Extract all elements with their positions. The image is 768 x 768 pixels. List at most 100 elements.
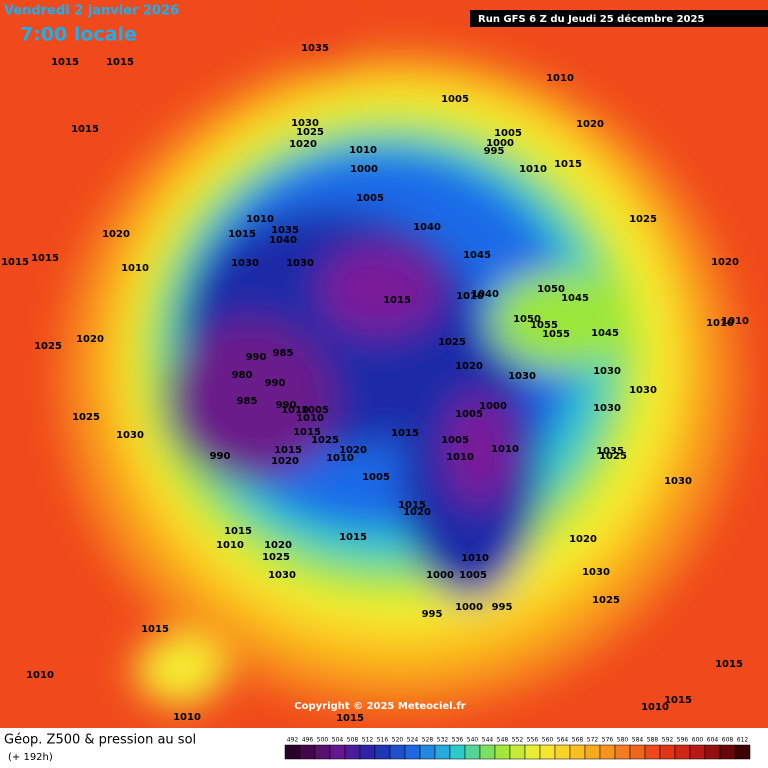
pressure-label: 1045: [561, 293, 589, 304]
legend-swatch: [479, 744, 496, 760]
legend-tick-label: 560: [542, 737, 554, 744]
pressure-label: 1010: [216, 540, 244, 551]
pressure-label: 1015: [224, 526, 252, 537]
pressure-label: 1010: [721, 316, 749, 327]
pressure-label: 1010: [461, 553, 489, 564]
legend-tick-label: 580: [617, 737, 629, 744]
legend-swatch: [419, 744, 436, 760]
pressure-label: 1015: [339, 532, 367, 543]
pressure-label: 1005: [356, 193, 384, 204]
legend-swatch: [464, 744, 481, 760]
legend-tick-label: 528: [422, 737, 434, 744]
time: 7:00 locale: [20, 24, 137, 46]
legend-swatch: [704, 744, 721, 760]
pressure-label: 1010: [326, 453, 354, 464]
legend-tick-label: 548: [497, 737, 509, 744]
legend-swatch: [434, 744, 451, 760]
pressure-label: 980: [232, 370, 253, 381]
pressure-label: 1015: [715, 659, 743, 670]
pressure-label: 1020: [403, 507, 431, 518]
pressure-label: 1035: [271, 225, 299, 236]
legend-swatch: [614, 744, 631, 760]
pressure-label: 1045: [463, 250, 491, 261]
pressure-label: 1025: [629, 214, 657, 225]
pressure-label: 1015: [141, 624, 169, 635]
lead-time: (+ 192h): [8, 752, 53, 763]
pressure-label: 985: [237, 396, 258, 407]
pressure-label: 1025: [438, 337, 466, 348]
pressure-label: 995: [484, 146, 505, 157]
pressure-label: 1020: [339, 445, 367, 456]
pressure-label: 1010: [173, 712, 201, 723]
pressure-label: 1030: [593, 403, 621, 414]
legend-swatch: [494, 744, 511, 760]
pressure-label: 1025: [262, 552, 290, 563]
legend-tick-label: 592: [662, 737, 674, 744]
pressure-label: 1015: [71, 124, 99, 135]
pressure-label: 1010: [519, 164, 547, 175]
pressure-label: 1010: [706, 318, 734, 329]
footer-title: Géop. Z500 & pression au sol: [4, 733, 196, 748]
pressure-label: 1040: [269, 235, 297, 246]
map-background: [0, 0, 768, 728]
pressure-label: 995: [422, 609, 443, 620]
legend-tick-label: 496: [302, 737, 314, 744]
pressure-label: 1010: [456, 291, 484, 302]
pressure-label: 1005: [459, 570, 487, 581]
pressure-label: 1050: [513, 314, 541, 325]
legend-swatch: [449, 744, 466, 760]
legend-tick-label: 532: [437, 737, 449, 744]
pressure-label: 1025: [599, 451, 627, 462]
pressure-label: 1025: [34, 341, 62, 352]
legend-tick-label: 596: [677, 737, 689, 744]
pressure-label: 1045: [591, 328, 619, 339]
copyright: Copyright © 2025 Meteociel.fr: [294, 701, 465, 712]
pressure-label: 1030: [664, 476, 692, 487]
pressure-label: 1030: [268, 570, 296, 581]
pressure-label: 1035: [301, 43, 329, 54]
legend-tick-label: 524: [407, 737, 419, 744]
pressure-label: 1025: [311, 435, 339, 446]
legend-tick-label: 588: [647, 737, 659, 744]
pressure-label: 1015: [51, 57, 79, 68]
pressure-label: 990: [210, 451, 231, 462]
legend-swatch: [344, 744, 361, 760]
pressure-label: 1015: [106, 57, 134, 68]
pressure-label: 1005: [362, 472, 390, 483]
pressure-label: 1030: [291, 118, 319, 129]
legend-swatch: [314, 744, 331, 760]
pressure-label: 1025: [592, 595, 620, 606]
pressure-label: 1005: [441, 94, 469, 105]
pressure-label: 990: [246, 352, 267, 363]
pressure-label: 1020: [76, 334, 104, 345]
legend-tick-label: 584: [632, 737, 644, 744]
legend-tick-label: 512: [362, 737, 374, 744]
legend-tick-label: 568: [572, 737, 584, 744]
legend-tick-label: 600: [692, 737, 704, 744]
pressure-label: 1015: [554, 159, 582, 170]
pressure-label: 1015: [664, 695, 692, 706]
pressure-label: 1000: [486, 138, 514, 149]
pressure-label: 1015: [228, 229, 256, 240]
legend-swatch: [539, 744, 556, 760]
pressure-label: 1030: [231, 258, 259, 269]
pressure-label: 1030: [116, 430, 144, 441]
pressure-label: 1025: [72, 412, 100, 423]
pressure-label: 1055: [542, 329, 570, 340]
legend-swatch: [644, 744, 661, 760]
legend-tick-label: 500: [317, 737, 329, 744]
legend-tick-label: 504: [332, 737, 344, 744]
color-legend: 492 496 500 504 508 512 516 520 524 528 532 536 540 5…: [284, 737, 751, 760]
legend-swatch: [359, 744, 376, 760]
legend-swatch: [689, 744, 706, 760]
legend-tick-label: 564: [557, 737, 569, 744]
legend-swatch: [284, 744, 301, 760]
pressure-label: 1020: [102, 229, 130, 240]
pressure-label: 1015: [391, 428, 419, 439]
pressure-label: 1000: [479, 401, 507, 412]
pressure-label: 1020: [569, 534, 597, 545]
pressure-label: 1010: [446, 452, 474, 463]
pressure-label: 1030: [593, 366, 621, 377]
legend-swatch: [329, 744, 346, 760]
